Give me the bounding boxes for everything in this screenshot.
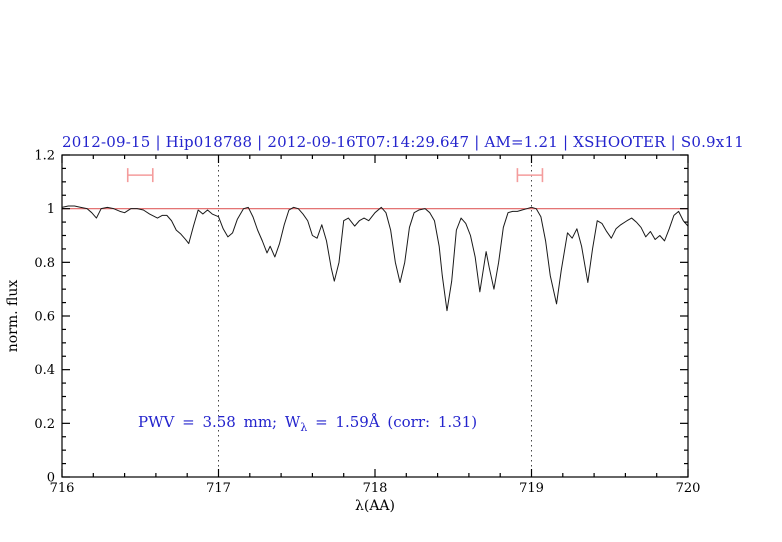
y-tick-label: 0.8 (34, 256, 55, 271)
y-tick-label: 1 (47, 202, 55, 217)
y-tick-label: 0.4 (34, 363, 55, 378)
x-tick-label: 717 (206, 481, 231, 496)
x-axis-label: λ(AA) (355, 498, 395, 514)
x-tick-label: 718 (363, 481, 388, 496)
y-tick-label: 1.2 (34, 149, 55, 164)
pwv-annotation-pre: PWV = 3.58 mm; W (138, 413, 301, 431)
x-tick-label: 716 (50, 481, 75, 496)
y-tick-label: 0.6 (34, 310, 55, 325)
y-tick-label: 0.2 (34, 417, 55, 432)
x-tick-label: 719 (519, 481, 544, 496)
pwv-annotation: PWV = 3.58 mm; Wλ = 1.59Å (corr: 1.31) (138, 413, 477, 434)
pwv-annotation-post: = 1.59Å (corr: 1.31) (307, 413, 478, 431)
spectrum-line (61, 205, 689, 312)
y-axis-label: norm. flux (5, 280, 21, 353)
pwv-annotation-lambda-subscript: λ (300, 421, 308, 434)
x-tick-label: 720 (676, 481, 701, 496)
plot-title: 2012-09-15 | Hip018788 | 2012-09-16T07:1… (62, 133, 744, 151)
y-tick-label: 0 (47, 471, 55, 486)
